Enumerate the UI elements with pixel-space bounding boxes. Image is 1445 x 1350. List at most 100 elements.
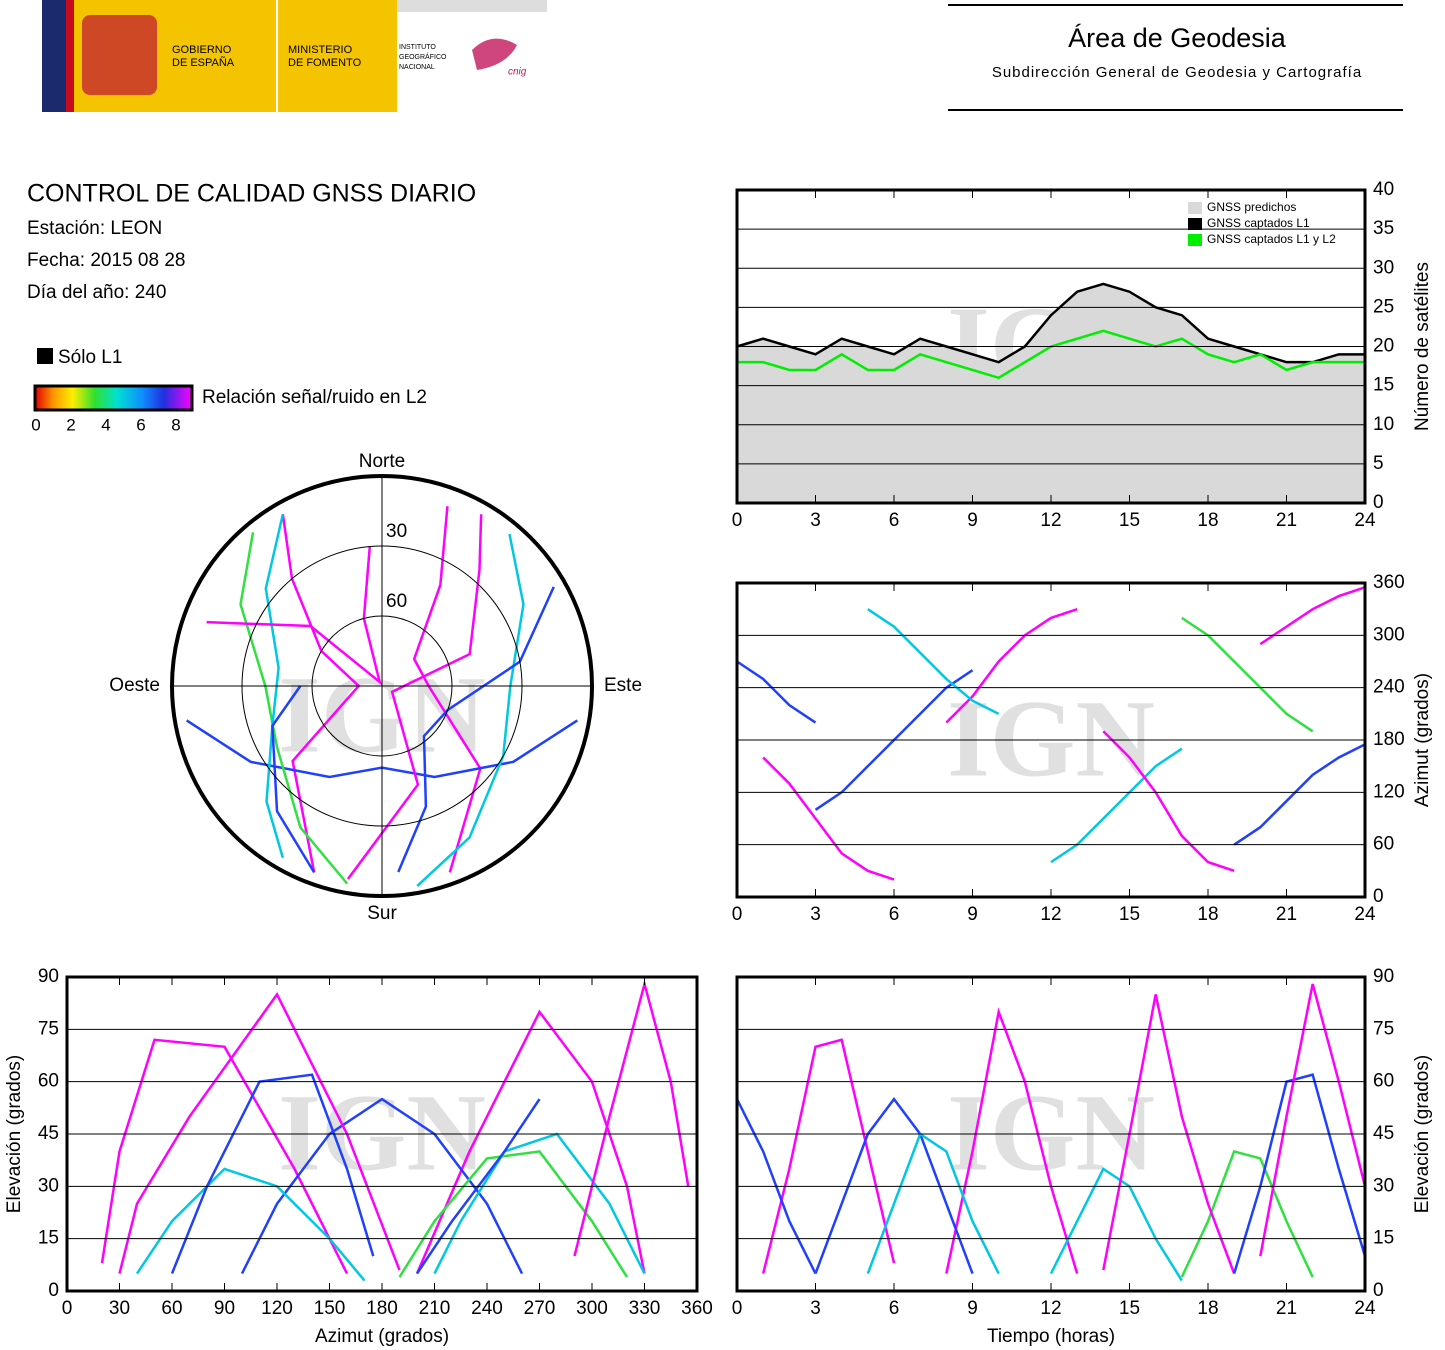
x-tick-label: 0 (732, 1298, 743, 1319)
y-tick-label: 75 (38, 1018, 59, 1039)
x-tick-label: 150 (314, 1298, 346, 1319)
x-tick-label: 9 (967, 510, 978, 531)
y-tick-label: 15 (1373, 375, 1394, 396)
dir-label: Sur (367, 903, 397, 924)
legend-label: GNSS captados L1 y L2 (1207, 232, 1336, 246)
legend-swatch (1188, 218, 1202, 230)
x-tick-label: 9 (967, 1298, 978, 1319)
plot-frame (65, 975, 699, 1293)
track (1049, 1167, 1183, 1282)
area-title: Área de Geodesia (1068, 23, 1287, 53)
dir-label: Este (604, 675, 642, 696)
y-axis-label: Número de satélites (1412, 262, 1433, 431)
y-tick-label: 30 (38, 1175, 59, 1196)
track (239, 532, 349, 885)
cnig-logo (472, 38, 517, 70)
track (1259, 586, 1366, 646)
track (1232, 1073, 1367, 1274)
track (866, 1132, 1000, 1275)
y-tick-label: 15 (1373, 1228, 1394, 1249)
x-tick-label: 6 (889, 904, 900, 925)
eu-bar (42, 0, 66, 112)
x-tick-label: 30 (109, 1298, 130, 1319)
track (206, 546, 382, 686)
track (945, 1007, 1079, 1274)
track (1259, 983, 1367, 1257)
track (415, 1009, 646, 1275)
gobierno-2: DE ESPAÑA (172, 56, 235, 69)
snr-tick-label: 2 (66, 415, 75, 434)
track (346, 514, 483, 880)
x-tick-label: 90 (214, 1298, 235, 1319)
ring-label: 60 (386, 591, 407, 612)
logo-bar (397, 0, 547, 12)
y-tick-label: 35 (1373, 218, 1394, 239)
legend-swatch (1188, 234, 1202, 246)
track (416, 533, 525, 887)
y-tick-label: 60 (1373, 1071, 1394, 1092)
x-tick-label: 60 (161, 1298, 182, 1319)
x-tick-label: 24 (1354, 904, 1376, 925)
instituto-3: NACIONAL (399, 64, 435, 71)
gobierno-1: GOBIERNO (172, 44, 232, 56)
watermark: IGN (278, 1071, 486, 1193)
subdireccion: Subdirección General de Geodesia y Carto… (992, 64, 1362, 81)
x-tick-label: 15 (1119, 510, 1140, 531)
legend-label: GNSS captados L1 (1207, 216, 1310, 230)
track (398, 1150, 629, 1278)
y-tick-label: 10 (1373, 414, 1394, 435)
x-tick-label: 24 (1354, 510, 1376, 531)
y-tick-label: 30 (1373, 257, 1394, 278)
y-tick-label: 30 (1373, 1175, 1394, 1196)
y-tick-label: 15 (38, 1228, 59, 1249)
track (736, 660, 817, 724)
flag-strip (66, 0, 74, 112)
y-tick-label: 5 (1373, 453, 1384, 474)
x-tick-label: 12 (1040, 904, 1061, 925)
track (1181, 616, 1314, 733)
date: Fecha: 2015 08 28 (27, 250, 185, 271)
x-tick-label: 0 (62, 1298, 73, 1319)
x-tick-label: 330 (629, 1298, 661, 1319)
y-tick-label: 300 (1373, 624, 1405, 645)
instituto-2: GEOGRÁFICO (399, 52, 447, 61)
y-tick-label: 0 (1373, 1280, 1384, 1301)
y-axis-label: Elevación (grados) (4, 1055, 25, 1213)
legend-swatch (1188, 202, 1202, 214)
y-tick-label: 120 (1373, 781, 1405, 802)
dir-label: Norte (359, 451, 405, 472)
y-axis-label: Azimut (grados) (1412, 673, 1433, 807)
track (264, 513, 285, 859)
track (1233, 743, 1366, 846)
x-axis-label: Azimut (grados) (315, 1326, 449, 1347)
y-tick-label: 25 (1373, 296, 1394, 317)
track (170, 1073, 375, 1275)
x-tick-label: 15 (1119, 904, 1140, 925)
y-tick-label: 45 (1373, 1123, 1394, 1144)
x-tick-label: 240 (471, 1298, 503, 1319)
x-tick-label: 300 (576, 1298, 608, 1319)
snr-tick-label: 0 (31, 415, 40, 434)
doy: Día del año: 240 (27, 282, 166, 303)
x-tick-label: 6 (889, 510, 900, 531)
track (433, 1132, 646, 1275)
y-tick-label: 0 (1373, 492, 1384, 513)
y-tick-label: 20 (1373, 336, 1394, 357)
snr-colorbar (33, 384, 194, 412)
snr-tick-label: 6 (136, 415, 145, 434)
track (118, 992, 401, 1274)
x-tick-label: 210 (419, 1298, 451, 1319)
snr-tick-label: 8 (171, 415, 180, 434)
y-tick-label: 90 (1373, 966, 1394, 987)
dir-label: Oeste (109, 675, 160, 696)
ministerio-2: DE FOMENTO (288, 57, 362, 69)
track (1102, 994, 1236, 1274)
watermark: IGN (947, 677, 1155, 799)
x-tick-label: 270 (524, 1298, 556, 1319)
plot-frame (735, 975, 1367, 1293)
coat-of-arms (82, 15, 157, 95)
track (271, 685, 316, 874)
y-tick-label: 240 (1373, 677, 1405, 698)
track (1102, 730, 1235, 873)
cnig: cnig (508, 67, 527, 78)
